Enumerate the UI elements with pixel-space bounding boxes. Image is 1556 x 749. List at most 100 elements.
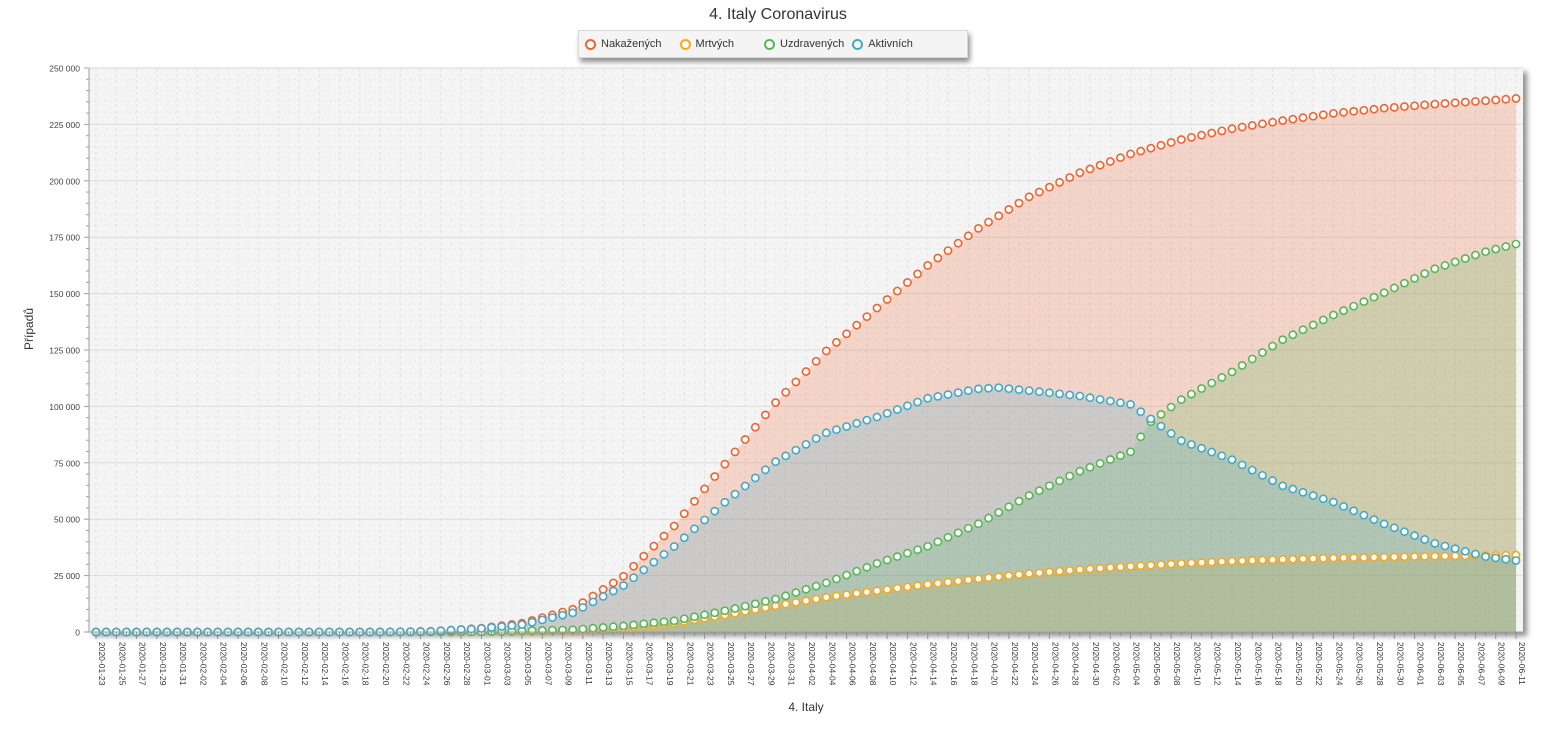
point-aktivnich[interactable]	[1329, 497, 1338, 507]
point-nakazenych[interactable]	[1116, 153, 1125, 163]
point-uzdravenych[interactable]	[771, 594, 780, 604]
point-uzdravenych[interactable]	[811, 581, 821, 591]
point-aktivnich[interactable]	[842, 422, 851, 431]
point-mrtvych[interactable]	[923, 580, 933, 589]
point-uzdravenych[interactable]	[832, 574, 841, 584]
point-nakazenych[interactable]	[1511, 94, 1521, 103]
point-nakazenych[interactable]	[1237, 122, 1247, 132]
point-uzdravenych[interactable]	[700, 610, 709, 620]
point-uzdravenych[interactable]	[1349, 301, 1359, 311]
point-uzdravenych[interactable]	[588, 623, 598, 633]
point-nakazenych[interactable]	[1369, 104, 1379, 114]
point-uzdravenych[interactable]	[1318, 315, 1328, 325]
point-nakazenych[interactable]	[1126, 149, 1135, 159]
point-aktivnich[interactable]	[1359, 510, 1369, 520]
point-mrtvych[interactable]	[1278, 554, 1288, 564]
point-mrtvych[interactable]	[984, 573, 993, 583]
point-nakazenych[interactable]	[1491, 95, 1501, 105]
point-uzdravenych[interactable]	[903, 548, 912, 558]
point-nakazenych[interactable]	[1065, 173, 1075, 182]
point-mrtvych[interactable]	[1329, 553, 1338, 563]
point-nakazenych[interactable]	[923, 260, 933, 270]
point-uzdravenych[interactable]	[608, 622, 618, 632]
point-nakazenych[interactable]	[690, 496, 699, 506]
point-uzdravenych[interactable]	[1440, 260, 1450, 270]
point-nakazenych[interactable]	[1389, 102, 1399, 112]
point-aktivnich[interactable]	[1187, 440, 1196, 449]
point-aktivnich[interactable]	[1318, 494, 1328, 504]
point-mrtvych[interactable]	[943, 577, 953, 587]
point-aktivnich[interactable]	[477, 624, 486, 633]
point-nakazenych[interactable]	[1359, 105, 1369, 115]
point-mrtvych[interactable]	[821, 592, 831, 602]
point-nakazenych[interactable]	[1329, 108, 1338, 118]
point-aktivnich[interactable]	[1146, 414, 1156, 424]
point-mrtvych[interactable]	[872, 586, 882, 596]
point-nakazenych[interactable]	[669, 521, 679, 531]
point-uzdravenych[interactable]	[1045, 481, 1054, 491]
point-mrtvych[interactable]	[1440, 551, 1450, 561]
point-uzdravenych[interactable]	[1359, 297, 1369, 307]
point-mrtvych[interactable]	[1085, 564, 1095, 574]
point-aktivnich[interactable]	[1440, 541, 1450, 551]
point-uzdravenych[interactable]	[1501, 242, 1511, 251]
point-aktivnich[interactable]	[1278, 481, 1288, 491]
point-aktivnich[interactable]	[1065, 390, 1075, 400]
point-aktivnich[interactable]	[1217, 451, 1227, 461]
point-mrtvych[interactable]	[1034, 568, 1044, 578]
point-uzdravenych[interactable]	[1278, 335, 1288, 345]
point-nakazenych[interactable]	[659, 531, 669, 541]
point-nakazenych[interactable]	[1278, 116, 1288, 125]
point-uzdravenych[interactable]	[1410, 273, 1419, 283]
point-aktivnich[interactable]	[548, 613, 557, 622]
point-aktivnich[interactable]	[791, 445, 801, 455]
point-uzdravenych[interactable]	[1329, 310, 1338, 320]
point-nakazenych[interactable]	[994, 211, 1004, 221]
point-nakazenych[interactable]	[720, 459, 730, 469]
point-uzdravenych[interactable]	[862, 562, 872, 572]
point-nakazenych[interactable]	[1156, 140, 1166, 150]
point-mrtvych[interactable]	[832, 591, 841, 601]
point-aktivnich[interactable]	[1268, 476, 1277, 485]
point-nakazenych[interactable]	[730, 447, 740, 457]
point-aktivnich[interactable]	[710, 506, 720, 516]
point-mrtvych[interactable]	[1339, 553, 1348, 563]
point-uzdravenych[interactable]	[1065, 471, 1075, 481]
point-nakazenych[interactable]	[1014, 198, 1024, 208]
point-aktivnich[interactable]	[953, 388, 963, 397]
point-uzdravenych[interactable]	[598, 623, 608, 632]
point-uzdravenych[interactable]	[1075, 466, 1085, 476]
point-nakazenych[interactable]	[984, 217, 993, 227]
point-uzdravenych[interactable]	[1197, 384, 1206, 393]
legend-item-aktivnich[interactable]: Aktivních	[852, 38, 913, 50]
point-uzdravenych[interactable]	[791, 588, 801, 597]
point-aktivnich[interactable]	[1116, 398, 1125, 408]
point-aktivnich[interactable]	[1176, 436, 1186, 446]
point-aktivnich[interactable]	[1004, 384, 1014, 394]
point-uzdravenych[interactable]	[1004, 502, 1014, 512]
point-nakazenych[interactable]	[771, 398, 780, 407]
point-mrtvych[interactable]	[913, 581, 922, 591]
point-nakazenych[interactable]	[862, 312, 872, 322]
point-aktivnich[interactable]	[700, 515, 709, 525]
point-aktivnich[interactable]	[1034, 387, 1044, 397]
point-nakazenych[interactable]	[1176, 135, 1186, 144]
point-uzdravenych[interactable]	[1339, 306, 1348, 315]
point-mrtvych[interactable]	[1075, 565, 1085, 574]
point-uzdravenych[interactable]	[1055, 476, 1064, 486]
point-mrtvych[interactable]	[1146, 560, 1156, 570]
point-uzdravenych[interactable]	[882, 555, 892, 565]
point-mrtvych[interactable]	[953, 576, 963, 586]
point-nakazenych[interactable]	[1349, 106, 1359, 116]
point-nakazenych[interactable]	[649, 541, 659, 551]
point-aktivnich[interactable]	[1085, 393, 1095, 403]
point-mrtvych[interactable]	[842, 590, 851, 600]
point-uzdravenych[interactable]	[1308, 320, 1318, 330]
point-aktivnich[interactable]	[923, 393, 933, 403]
point-aktivnich[interactable]	[750, 473, 760, 483]
point-mrtvych[interactable]	[1400, 552, 1409, 562]
point-mrtvych[interactable]	[994, 572, 1004, 582]
point-aktivnich[interactable]	[913, 397, 922, 407]
point-uzdravenych[interactable]	[892, 552, 902, 561]
point-mrtvych[interactable]	[811, 594, 821, 604]
